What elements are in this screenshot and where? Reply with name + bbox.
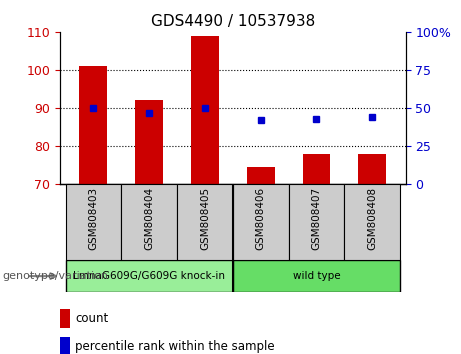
Text: LmnaG609G/G609G knock-in: LmnaG609G/G609G knock-in bbox=[73, 271, 225, 281]
Bar bbox=[79, 66, 107, 184]
Bar bbox=[233, 184, 289, 260]
Bar bbox=[60, 309, 70, 328]
Text: GSM808403: GSM808403 bbox=[89, 187, 98, 250]
Text: wild type: wild type bbox=[293, 271, 340, 281]
Bar bbox=[65, 260, 233, 292]
Bar bbox=[191, 36, 219, 184]
Text: GSM808408: GSM808408 bbox=[367, 187, 377, 250]
Bar bbox=[358, 154, 386, 184]
Text: GSM808406: GSM808406 bbox=[256, 187, 266, 250]
Text: genotype/variation: genotype/variation bbox=[2, 271, 108, 281]
Text: count: count bbox=[76, 312, 109, 325]
Text: GSM808407: GSM808407 bbox=[312, 187, 321, 250]
Text: GSM808405: GSM808405 bbox=[200, 187, 210, 250]
Title: GDS4490 / 10537938: GDS4490 / 10537938 bbox=[151, 14, 315, 29]
Bar bbox=[289, 184, 344, 260]
Bar bbox=[233, 260, 400, 292]
Bar bbox=[65, 184, 121, 260]
Text: percentile rank within the sample: percentile rank within the sample bbox=[76, 341, 275, 353]
Bar bbox=[135, 100, 163, 184]
Bar bbox=[302, 154, 331, 184]
Text: GSM808404: GSM808404 bbox=[144, 187, 154, 250]
Bar bbox=[344, 184, 400, 260]
Bar bbox=[177, 184, 233, 260]
Bar bbox=[60, 337, 70, 354]
Bar bbox=[121, 184, 177, 260]
Bar bbox=[247, 167, 275, 184]
